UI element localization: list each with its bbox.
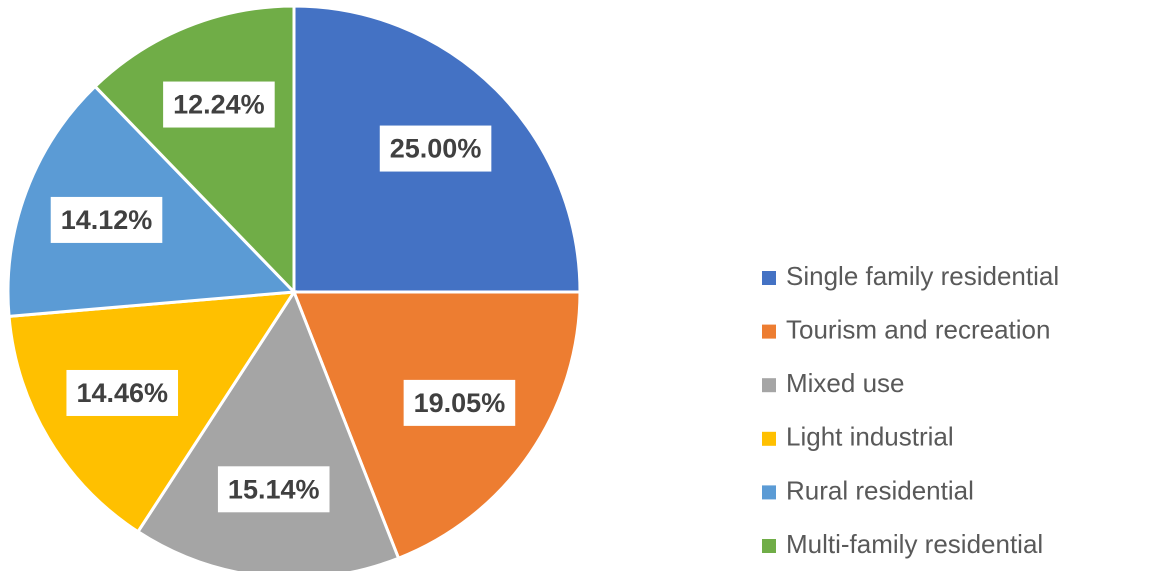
data-label-box — [379, 125, 492, 172]
data-label-box — [403, 379, 516, 426]
legend-swatch — [762, 485, 776, 500]
data-label-box — [217, 466, 330, 513]
legend-swatch — [762, 378, 776, 393]
legend-label: Single family residential — [786, 261, 1059, 291]
legend-swatch — [762, 431, 776, 446]
data-label: 25.00% — [390, 134, 482, 164]
data-label-box — [163, 81, 275, 128]
legend-label: Mixed use — [786, 368, 905, 398]
legend-swatch — [762, 324, 776, 339]
data-label: 19.05% — [414, 388, 506, 418]
data-label-box — [66, 369, 179, 416]
legend-label: Rural residential — [786, 475, 974, 505]
pie-slice — [135, 288, 401, 571]
data-label: 14.12% — [61, 205, 153, 235]
pie-slice — [92, 4, 296, 296]
data-label: 15.14% — [228, 474, 320, 504]
legend-label: Light industrial — [786, 422, 954, 452]
legend-label: Tourism and recreation — [786, 314, 1050, 344]
data-label-box — [50, 196, 163, 243]
data-label: 12.24% — [173, 90, 265, 120]
legend-label: Multi-family residential — [786, 529, 1043, 559]
data-label: 14.46% — [76, 378, 168, 408]
legend-swatch — [762, 271, 776, 285]
legend-swatch — [762, 539, 776, 553]
